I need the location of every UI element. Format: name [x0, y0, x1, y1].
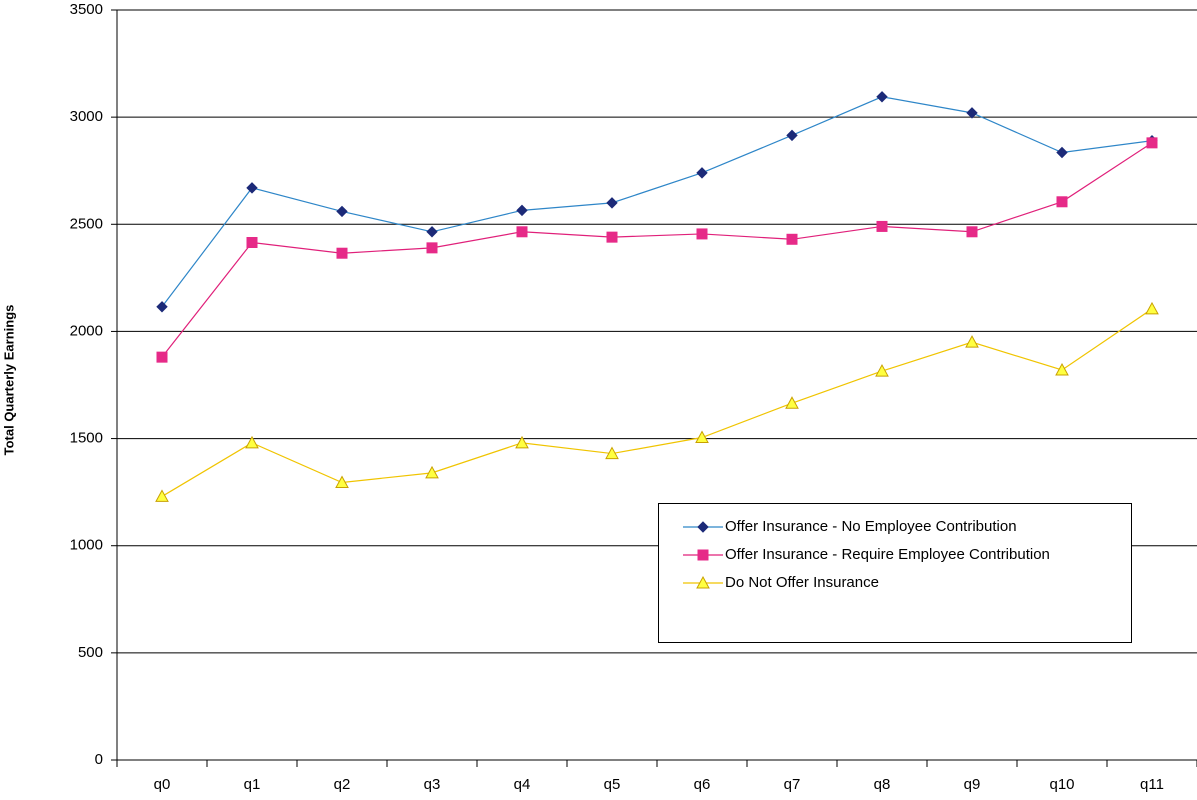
y-tick-label: 500	[78, 644, 103, 661]
marker	[246, 182, 258, 194]
x-tick-label: q9	[964, 776, 981, 793]
marker	[875, 364, 889, 377]
y-tick-label: 3500	[70, 1, 103, 18]
y-tick-label: 0	[95, 751, 103, 768]
marker	[966, 107, 978, 119]
legend: Offer Insurance - No Employee Contributi…	[658, 503, 1132, 643]
legend-item: Offer Insurance - Require Employee Contr…	[683, 546, 1131, 564]
marker	[696, 167, 708, 179]
legend-symbol	[683, 575, 723, 589]
marker	[606, 197, 618, 209]
y-tick-label: 1500	[70, 430, 103, 447]
x-tick-label: q6	[694, 776, 711, 793]
marker	[245, 435, 259, 449]
x-tick-label: q3	[424, 776, 441, 793]
marker	[425, 465, 439, 479]
marker	[515, 435, 529, 449]
marker	[965, 335, 979, 348]
marker	[1056, 146, 1068, 159]
y-tick-label: 2000	[70, 322, 103, 339]
series-line	[161, 308, 1153, 497]
legend-symbol	[683, 521, 723, 533]
marker	[695, 430, 709, 443]
marker	[1056, 196, 1068, 208]
marker	[336, 205, 348, 218]
marker	[605, 446, 619, 460]
y-tick-label: 2500	[70, 215, 103, 232]
y-axis-label: Total Quarterly Earnings	[1, 305, 16, 456]
marker	[516, 226, 528, 238]
y-tick-label: 1000	[70, 537, 103, 554]
x-tick-label: q11	[1140, 776, 1164, 793]
marker	[697, 549, 709, 561]
x-tick-label: q5	[604, 776, 621, 793]
legend-item: Offer Insurance - No Employee Contributi…	[683, 518, 1131, 536]
marker	[697, 521, 709, 533]
marker	[1145, 301, 1159, 315]
x-tick-label: q8	[874, 776, 891, 793]
marker	[246, 237, 258, 248]
series-line	[161, 96, 1153, 308]
series-line	[161, 142, 1153, 358]
marker	[876, 91, 888, 103]
marker	[966, 226, 978, 238]
marker	[786, 129, 798, 142]
x-tick-label: q0	[154, 776, 171, 793]
x-tick-label: q1	[244, 776, 261, 793]
marker	[156, 301, 168, 313]
marker	[426, 226, 438, 238]
marker	[696, 228, 708, 240]
marker	[696, 575, 710, 589]
marker	[786, 233, 798, 245]
marker	[426, 242, 438, 254]
marker	[1146, 137, 1158, 149]
marker	[336, 247, 348, 259]
marker	[516, 204, 528, 217]
y-tick-label: 3000	[70, 108, 103, 125]
marker	[785, 396, 799, 409]
x-tick-label: q4	[514, 776, 531, 793]
legend-label: Offer Insurance - Require Employee Contr…	[725, 546, 1050, 563]
marker	[155, 489, 169, 502]
legend-label: Do Not Offer Insurance	[725, 574, 879, 591]
x-tick-label: q10	[1049, 776, 1074, 793]
marker	[335, 475, 349, 488]
legend-symbol	[683, 549, 723, 561]
legend-item: Do Not Offer Insurance	[683, 574, 1131, 592]
marker	[606, 231, 618, 243]
legend-label: Offer Insurance - No Employee Contributi…	[725, 518, 1017, 535]
marker	[156, 351, 168, 363]
x-tick-label: q2	[334, 776, 351, 793]
marker	[876, 220, 888, 232]
x-tick-label: q7	[784, 776, 801, 793]
marker	[1055, 362, 1069, 376]
